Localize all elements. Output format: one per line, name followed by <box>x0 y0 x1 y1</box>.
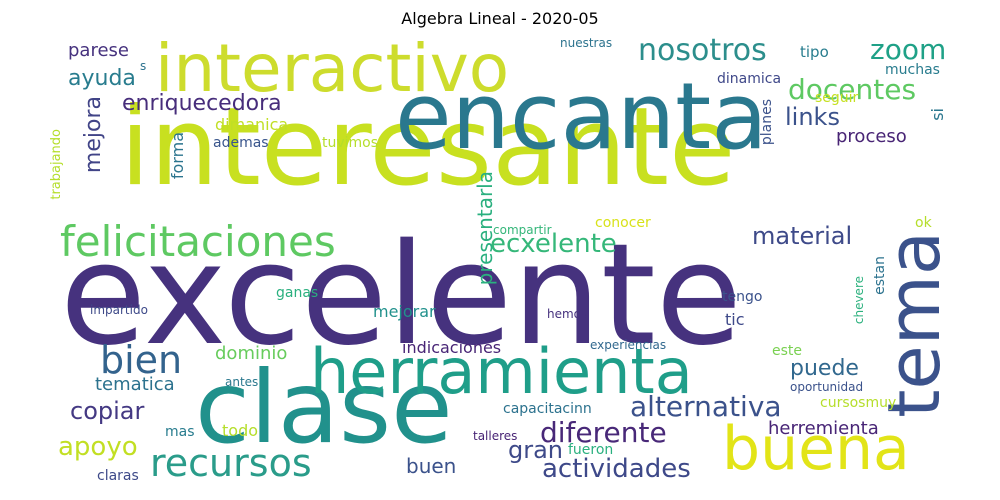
word-4: herramienta <box>310 335 693 408</box>
word-1: interesante <box>120 85 736 210</box>
word-44: planes <box>759 99 775 146</box>
word-40: seguir <box>815 90 859 106</box>
word-13: docentes <box>788 73 917 106</box>
word-66: mas <box>165 424 195 440</box>
word-6: tema <box>872 231 956 418</box>
word-46: nuestras <box>560 36 613 50</box>
word-5: interactivo <box>155 30 510 107</box>
word-29: presentarla <box>473 171 497 286</box>
word-39: dinamica <box>717 71 782 87</box>
word-47: s <box>140 59 147 73</box>
word-21: gran <box>508 436 564 464</box>
word-31: dominio <box>215 343 288 364</box>
word-54: mejorar <box>373 302 436 321</box>
word-36: todo <box>222 421 259 440</box>
word-63: oportunidad <box>790 380 864 394</box>
word-15: diferente <box>540 416 667 449</box>
word-45: trabajando <box>49 129 64 200</box>
word-65: cursosmuy <box>820 395 897 411</box>
word-49: compartir <box>493 223 552 237</box>
word-60: experiencias <box>590 338 667 352</box>
word-25: puede <box>790 356 859 381</box>
word-48: conocer <box>595 215 651 231</box>
word-0: excelente <box>60 214 742 377</box>
word-59: indicaciones <box>402 338 502 357</box>
chart-title: Algebra Lineal - 2020-05 <box>401 9 599 28</box>
word-58: chevere <box>852 276 866 325</box>
word-56: impartido <box>90 303 148 317</box>
word-28: buen <box>406 454 457 478</box>
word-35: forma <box>168 132 187 180</box>
word-8: felicitaciones <box>60 217 336 266</box>
word-2: encanta <box>395 63 768 170</box>
word-11: nosotros <box>638 33 767 68</box>
word-62: antes <box>225 375 259 389</box>
word-55: tic <box>725 310 745 329</box>
word-7: buena <box>722 414 910 484</box>
word-18: material <box>752 222 853 250</box>
word-27: mejora <box>81 96 106 174</box>
word-41: muchas <box>885 62 940 78</box>
word-20: apoyo <box>58 432 138 462</box>
word-14: alternativa <box>630 390 782 423</box>
word-53: tengo <box>722 289 763 305</box>
word-cloud: excelente interesante encanta clase herramie… <box>49 30 956 486</box>
word-26: herremienta <box>768 418 879 439</box>
word-16: ecxelente <box>490 229 617 259</box>
word-51: estan <box>872 256 888 295</box>
word-57: hemos <box>547 307 588 321</box>
word-34: dimanica <box>215 115 289 134</box>
word-10: bien <box>100 338 183 382</box>
word-68: fueron <box>568 442 614 458</box>
word-32: tematica <box>95 374 175 395</box>
word-69: claras <box>97 468 139 484</box>
word-42: ademas <box>213 135 269 151</box>
word-37: si <box>928 108 947 121</box>
word-61: este <box>772 343 803 359</box>
word-19: copiar <box>70 397 145 425</box>
word-24: links <box>785 103 840 131</box>
word-9: recursos <box>150 441 312 485</box>
word-30: proceso <box>836 126 907 147</box>
word-43: tuvimos <box>322 135 379 151</box>
word-50: ok <box>915 215 932 231</box>
word-33: parese <box>68 40 129 61</box>
word-38: tipo <box>800 43 829 61</box>
word-67: talleres <box>473 429 518 443</box>
word-52: ganas <box>276 285 319 301</box>
word-64: capacitacinn <box>503 401 592 417</box>
word-3: clase <box>195 349 453 466</box>
word-12: zoom <box>870 33 947 66</box>
word-17: actividades <box>542 454 691 484</box>
word-23: enriquecedora <box>122 91 282 116</box>
word-22: ayuda <box>68 66 136 91</box>
